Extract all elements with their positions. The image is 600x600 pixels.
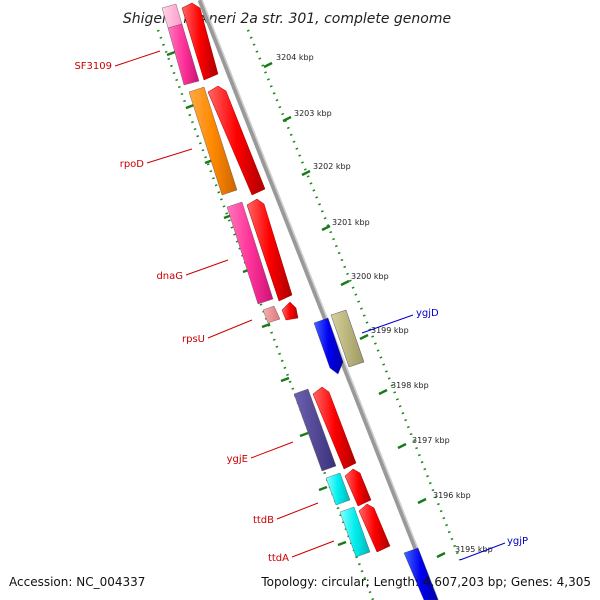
genome-backbone bbox=[197, 0, 439, 600]
gene-box-dnag[interactable] bbox=[226, 201, 274, 305]
cds-arrow[interactable] bbox=[207, 85, 266, 196]
forward-gene-labels: ygjD ygjP bbox=[416, 308, 528, 547]
scale-label: 3195 kbp bbox=[455, 545, 493, 554]
gene-box-ttdb[interactable] bbox=[325, 472, 351, 506]
gene-label-dnag[interactable]: dnaG bbox=[156, 271, 183, 282]
gene-label-ygje[interactable]: ygjE bbox=[227, 454, 248, 465]
reverse-cds-arrows bbox=[181, 2, 391, 553]
forward-leader-lines bbox=[361, 314, 506, 561]
cds-arrow[interactable] bbox=[181, 2, 219, 81]
cds-arrow[interactable] bbox=[312, 386, 357, 470]
gene-arrow-blue[interactable] bbox=[313, 317, 344, 375]
gene-label-sf3109[interactable]: SF3109 bbox=[74, 61, 112, 72]
gene-label-ygjp[interactable]: ygjP bbox=[507, 536, 528, 547]
cds-arrow[interactable] bbox=[281, 301, 299, 321]
scale-label: 3198 kbp bbox=[391, 381, 429, 390]
topology-text: Topology: circular; Length: 4,607,203 bp… bbox=[260, 575, 591, 589]
scale-label: 3200 kbp bbox=[351, 272, 389, 281]
forward-genes bbox=[313, 309, 439, 600]
cds-arrow[interactable] bbox=[246, 198, 293, 302]
scale-label: 3196 kbp bbox=[433, 491, 471, 500]
gene-box-ygjd[interactable] bbox=[330, 309, 365, 368]
scale-label: 3203 kbp bbox=[294, 109, 332, 118]
scale-label: 3199 kbp bbox=[371, 326, 409, 335]
scale-label: 3197 kbp bbox=[412, 436, 450, 445]
scale-ticks bbox=[263, 61, 446, 559]
gene-arrow-ygjp[interactable] bbox=[403, 547, 439, 600]
gene-label-ttdb[interactable]: ttdB bbox=[253, 515, 274, 526]
reverse-gene-boxes bbox=[161, 3, 371, 558]
gene-box-ygje[interactable] bbox=[293, 388, 337, 472]
gene-box-sf3109[interactable] bbox=[167, 23, 200, 86]
reverse-leader-lines bbox=[114, 50, 335, 558]
gene-label-ygjd[interactable]: ygjD bbox=[416, 308, 439, 319]
gene-label-rpod[interactable]: rpoD bbox=[120, 159, 145, 170]
accession-text: Accession: NC_004337 bbox=[9, 575, 145, 589]
gene-box-rpod[interactable] bbox=[188, 86, 238, 196]
gene-label-rpsu[interactable]: rpsU bbox=[182, 334, 205, 345]
cds-arrow[interactable] bbox=[344, 468, 372, 507]
reverse-gene-labels: SF3109 rpoD dnaG rpsU ygjE ttdB ttdA bbox=[74, 61, 289, 564]
gene-box-rpsu[interactable] bbox=[262, 305, 281, 324]
gene-label-ttda[interactable]: ttdA bbox=[268, 553, 289, 564]
scale-labels: 3204 kbp 3203 kbp 3202 kbp 3201 kbp 3200… bbox=[276, 53, 493, 554]
cds-arrow[interactable] bbox=[358, 503, 391, 553]
scale-label: 3204 kbp bbox=[276, 53, 314, 62]
scale-label: 3201 kbp bbox=[332, 218, 370, 227]
gene-box-ttda[interactable] bbox=[339, 506, 371, 558]
scale-label: 3202 kbp bbox=[313, 162, 351, 171]
